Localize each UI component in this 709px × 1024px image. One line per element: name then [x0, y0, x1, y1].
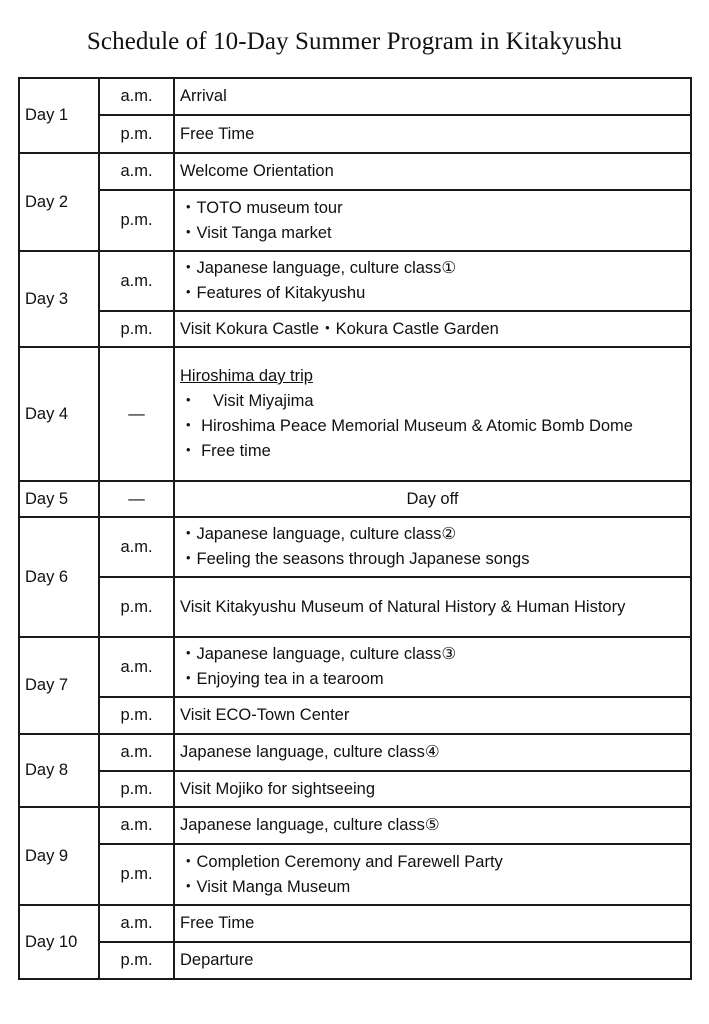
day-label: Day 5: [18, 480, 100, 518]
schedule-row: p.m. ・Completion Ceremony and Farewell Pa…: [19, 843, 692, 906]
period-label: p.m.: [98, 843, 175, 906]
day-label: Day 1: [18, 77, 100, 154]
schedule-row: p.m. Visit Kokura Castle・Kokura Castle Ga…: [19, 310, 692, 348]
activity-cell: Visit Kitakyushu Museum of Natural Histo…: [173, 576, 692, 638]
period-label: p.m.: [98, 114, 175, 154]
schedule-row: p.m. ・TOTO museum tour ・Visit Tanga market: [19, 189, 692, 252]
day-label: Day 4: [18, 346, 100, 482]
activity-cell: Japanese language, culture class④: [173, 733, 692, 772]
activity-line: ・ Hiroshima Peace Memorial Museum & Atom…: [180, 417, 633, 435]
activity-cell: Hiroshima day trip ・ Visit Miyajima ・ Hiro…: [173, 346, 692, 482]
activity-cell: Arrival: [173, 77, 692, 116]
period-label: p.m.: [98, 310, 175, 348]
day-label: Day 8: [18, 733, 100, 808]
activity-line: ・Enjoying tea in a tearoom: [180, 670, 384, 688]
schedule-row: p.m. Departure: [19, 941, 692, 980]
activity-line: Visit Mojiko for sightseeing: [180, 779, 376, 798]
activity-line: ・Visit Tanga market: [180, 223, 332, 242]
activity-line: Visit Kokura Castle・Kokura Castle Garden: [180, 319, 499, 338]
activity-cell: Japanese language, culture class⑤: [173, 806, 692, 845]
activity-line: Free Time: [180, 124, 255, 143]
day-label: Day 10: [18, 904, 100, 980]
schedule-row: Day 1 a.m. Arrival: [18, 77, 692, 154]
activity-line: ・ Visit Miyajima: [180, 392, 314, 410]
day-label: Day 9: [18, 806, 100, 906]
activity-cell: Visit ECO-Town Center: [173, 696, 692, 735]
activity-line: ・Visit Manga Museum: [180, 877, 351, 896]
activity-cell: ・TOTO museum tour ・Visit Tanga market: [173, 189, 692, 252]
activity-cell: ・Japanese language, culture class③ ・Enjoy…: [173, 636, 692, 698]
activity-line: Japanese language, culture class⑤: [180, 816, 440, 834]
schedule-row: Day 6 a.m. ・Japanese language, culture cla…: [18, 516, 692, 638]
activity-cell: Day off: [173, 480, 692, 518]
schedule-row: Day 4— Hiroshima day trip ・ Visit Miyajima…: [18, 346, 692, 482]
period-label: p.m.: [98, 696, 175, 735]
activity-line: Day off: [406, 489, 459, 508]
activity-line: ・Features of Kitakyushu: [180, 284, 366, 302]
activity-line: Visit ECO-Town Center: [180, 706, 350, 724]
period-label: —: [98, 480, 175, 518]
activity-line: Welcome Orientation: [180, 162, 334, 180]
activity-line: ・Japanese language, culture class①: [180, 259, 457, 277]
activity-line: ・TOTO museum tour: [180, 198, 343, 217]
schedule-row: Day 5— Day off: [18, 480, 692, 518]
schedule-row: p.m. Free Time: [19, 114, 692, 154]
period-label: a.m.: [98, 806, 175, 845]
activity-cell: ・Japanese language, culture class① ・Featu…: [173, 250, 692, 312]
activity-line: ・Japanese language, culture class②: [180, 525, 457, 543]
schedule-row: p.m. Visit Kitakyushu Museum of Natural H…: [19, 576, 692, 638]
schedule-row: p.m. Visit Mojiko for sightseeing: [19, 770, 692, 808]
schedule-row: Day 9 a.m. Japanese language, culture clas…: [18, 806, 692, 906]
activity-line: Departure: [180, 951, 254, 969]
period-label: p.m.: [98, 189, 175, 252]
activity-line: ・Feeling the seasons through Japanese so…: [180, 550, 530, 568]
period-label: a.m.: [98, 250, 175, 312]
activity-cell: Free Time: [173, 904, 692, 943]
activity-heading: Hiroshima day trip: [180, 367, 313, 385]
page-title: Schedule of 10-Day Summer Program in Kit…: [86, 28, 623, 55]
day-label: Day 2: [18, 152, 100, 252]
activity-line: ・Completion Ceremony and Farewell Party: [180, 852, 503, 871]
day-label: Day 3: [18, 250, 100, 348]
period-label: —: [98, 346, 175, 482]
schedule-row: Day 10 a.m. Free Time: [18, 904, 692, 980]
period-label: a.m.: [98, 516, 175, 578]
activity-line: Arrival: [180, 87, 227, 105]
period-label: a.m.: [98, 904, 175, 943]
activity-cell: Welcome Orientation: [173, 152, 692, 191]
period-label: p.m.: [98, 770, 175, 808]
activity-cell: ・Completion Ceremony and Farewell Party ・…: [173, 843, 692, 906]
period-label: a.m.: [98, 733, 175, 772]
period-label: p.m.: [98, 576, 175, 638]
activity-line: Japanese language, culture class④: [180, 743, 440, 761]
activity-cell: Departure: [173, 941, 692, 980]
activity-line: ・ Free time: [180, 442, 271, 460]
activity-line: Free Time: [180, 914, 255, 932]
activity-cell: ・Japanese language, culture class② ・Feeli…: [173, 516, 692, 578]
period-label: a.m.: [98, 636, 175, 698]
period-label: a.m.: [98, 77, 175, 116]
activity-cell: Free Time: [173, 114, 692, 154]
schedule-row: Day 3 a.m. ・Japanese language, culture cla…: [18, 250, 692, 348]
schedule-row: Day 2 a.m. Welcome Orientation: [18, 152, 692, 252]
day-label: Day 7: [18, 636, 100, 735]
schedule-table: Day 1 a.m. Arrival p.m. Free Time Day 2 a.m. We…: [18, 77, 692, 980]
period-label: p.m.: [98, 941, 175, 980]
period-label: a.m.: [98, 152, 175, 191]
activity-cell: Visit Kokura Castle・Kokura Castle Garden: [173, 310, 692, 348]
schedule-row: p.m. Visit ECO-Town Center: [19, 696, 692, 735]
schedule-row: Day 7 a.m. ・Japanese language, culture cla…: [18, 636, 692, 735]
day-label: Day 6: [18, 516, 100, 638]
activity-line: Visit Kitakyushu Museum of Natural Histo…: [180, 597, 626, 616]
activity-cell: Visit Mojiko for sightseeing: [173, 770, 692, 808]
activity-line: ・Japanese language, culture class③: [180, 645, 457, 663]
schedule-row: Day 8 a.m. Japanese language, culture clas…: [18, 733, 692, 808]
